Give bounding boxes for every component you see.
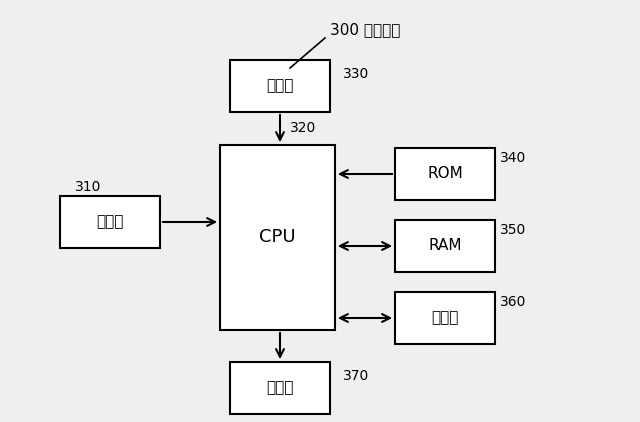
Bar	[395, 292, 495, 344]
Text: 310: 310	[75, 180, 101, 194]
Bar	[230, 60, 330, 112]
Bar	[395, 148, 495, 200]
Bar	[395, 220, 495, 272]
Text: 360: 360	[500, 295, 526, 309]
Text: 320: 320	[290, 121, 316, 135]
Text: 370: 370	[343, 369, 369, 383]
Bar	[220, 145, 335, 330]
Text: 発振器: 発振器	[96, 214, 124, 230]
Text: CPU: CPU	[259, 228, 296, 246]
Text: RAM: RAM	[428, 238, 461, 254]
Text: 通信部: 通信部	[431, 311, 459, 325]
Bar	[60, 196, 160, 248]
Text: 350: 350	[500, 223, 526, 237]
Text: 300 電子機器: 300 電子機器	[330, 22, 401, 38]
Bar	[230, 362, 330, 414]
Text: 340: 340	[500, 151, 526, 165]
Text: ROM: ROM	[427, 167, 463, 181]
Text: 330: 330	[343, 67, 369, 81]
Text: 表示部: 表示部	[266, 381, 294, 395]
Text: 操作部: 操作部	[266, 78, 294, 94]
